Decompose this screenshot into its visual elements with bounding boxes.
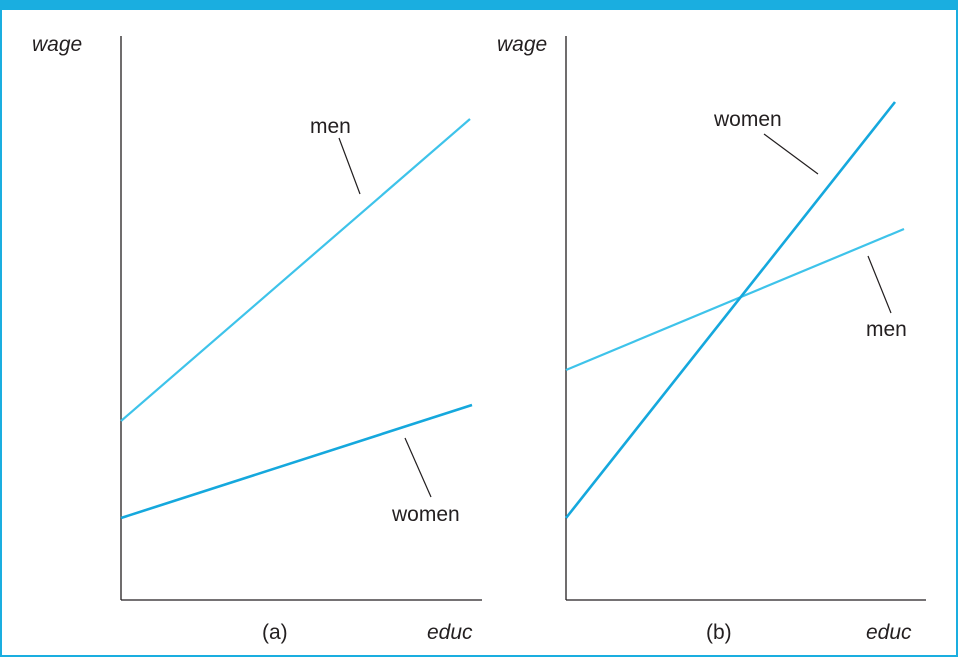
panel-a-men-line: [120, 118, 471, 422]
panel-a: wage educ (a) men women: [32, 33, 482, 644]
panel-b-men-line: [565, 227, 905, 372]
panel-a-caption: (a): [262, 621, 288, 644]
panel-b-men-label: men: [866, 318, 907, 341]
panel-a-men-leader: [338, 137, 361, 195]
panel-b-women-label: women: [713, 108, 782, 131]
panel-b-caption: (b): [706, 621, 732, 644]
panel-a-x-axis-label: educ: [427, 621, 473, 644]
panel-b-y-axis-label: wage: [497, 33, 547, 56]
panel-b: wage educ (b) men women: [497, 33, 926, 644]
panel-b-x-axis-label: educ: [866, 621, 912, 644]
panel-b-women-leader: [763, 133, 819, 175]
panel-b-women-line: [564, 101, 897, 519]
panel-a-women-line: [120, 403, 473, 520]
panel-a-y-axis-label: wage: [32, 33, 82, 56]
panel-a-women-leader: [404, 437, 432, 498]
panel-a-men-label: men: [310, 115, 351, 138]
panel-a-women-label: women: [391, 503, 460, 526]
panel-b-men-leader: [867, 255, 892, 314]
